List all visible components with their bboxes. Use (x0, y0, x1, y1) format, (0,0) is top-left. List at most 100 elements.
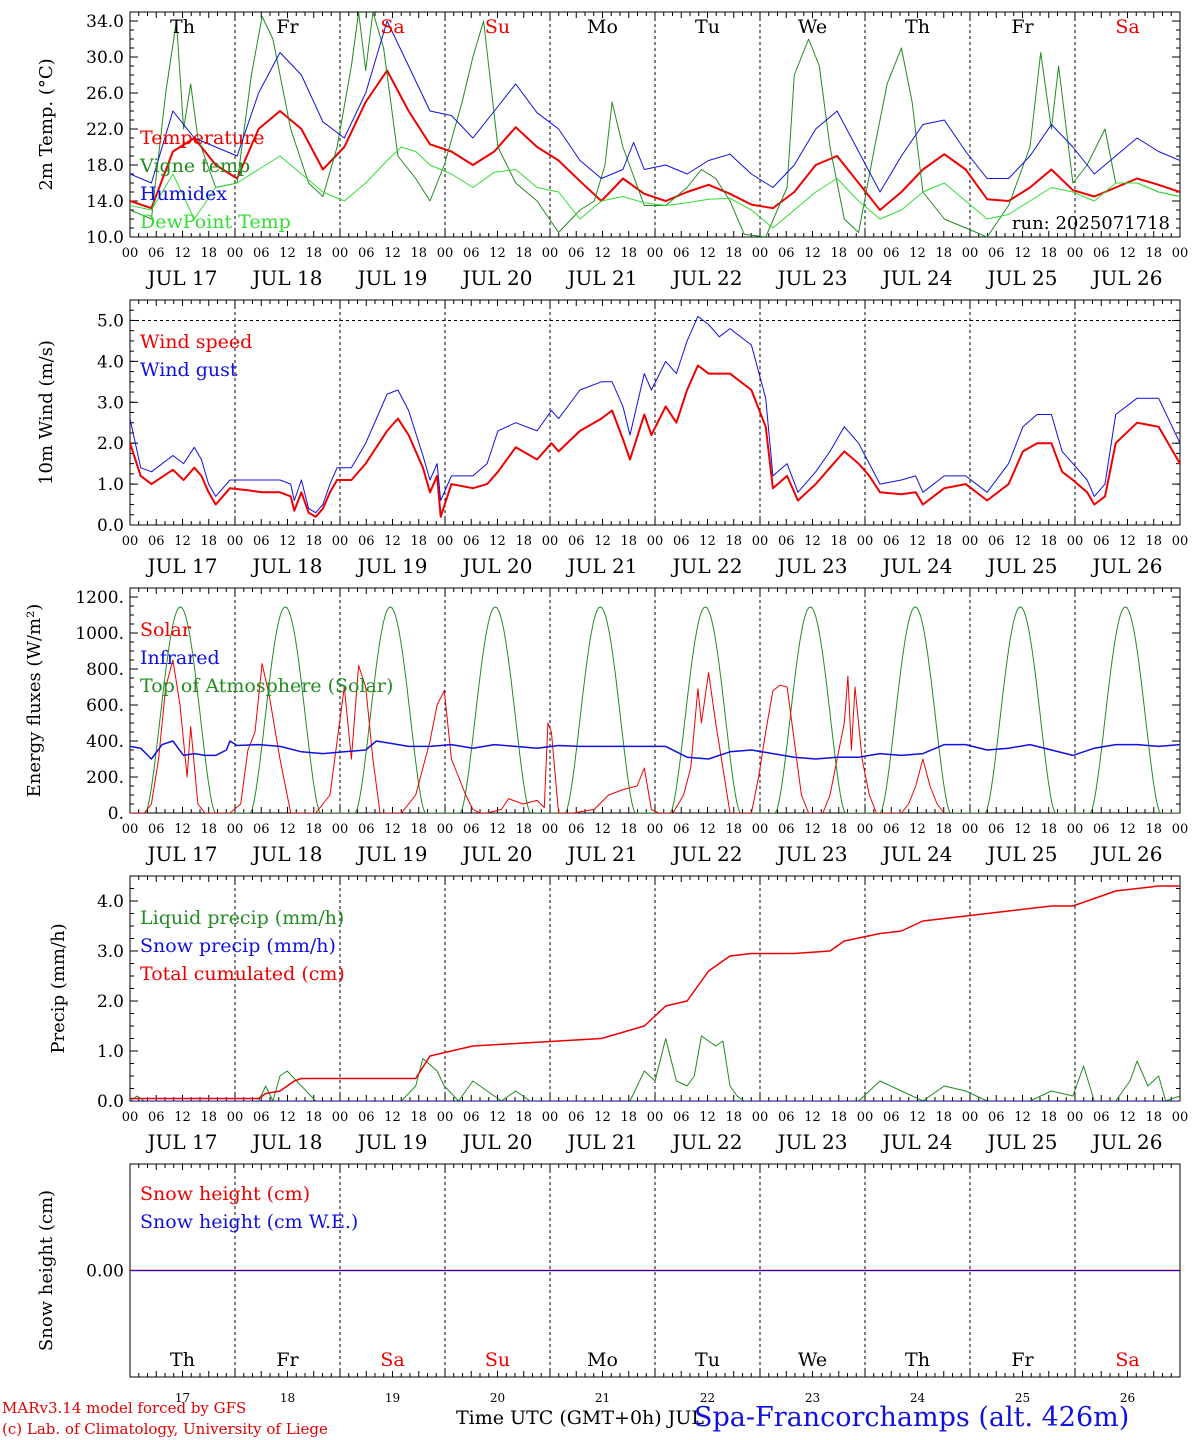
hour-label: 18 (305, 246, 322, 261)
hour-label: 06 (1093, 822, 1110, 837)
hour-label: 06 (568, 1110, 585, 1125)
hour-label: 06 (673, 822, 690, 837)
hour-label: 12 (594, 1110, 611, 1125)
plot-area (130, 12, 1180, 237)
hour-label: 06 (883, 534, 900, 549)
y-tick-label: 18.0 (86, 156, 124, 176)
plot-frame (129, 587, 1181, 814)
panel-5: 0.00 Snow height (cm) Snow height (cm) Snow… (36, 1163, 1181, 1405)
hour-label: 00 (542, 822, 559, 837)
weekday-label: We (798, 1349, 827, 1371)
weekday-label: Sa (380, 16, 404, 38)
hour-label: 18 (620, 822, 637, 837)
run-label: run: 2025071718 (1012, 213, 1170, 234)
y-tick-label: 4.0 (97, 892, 124, 912)
hour-label: 18 (725, 534, 742, 549)
date-label: JUL 17 (146, 1130, 218, 1154)
hour-label: 00 (752, 822, 769, 837)
hour-label: 18 (620, 246, 637, 261)
hour-label: 00 (332, 534, 349, 549)
legend-entry: Humidex (140, 183, 227, 205)
y-tick-label: 3.0 (97, 393, 124, 413)
hour-label: 06 (148, 246, 165, 261)
hour-label: 00 (542, 246, 559, 261)
date-label: JUL 21 (566, 842, 638, 866)
y-tick-label: 1.0 (97, 475, 124, 495)
hour-label: 00 (122, 1110, 139, 1125)
hour-label: 12 (384, 246, 401, 261)
hour-label: 06 (253, 1110, 270, 1125)
date-label: JUL 23 (776, 554, 848, 578)
series-wind-speed (130, 364, 1180, 518)
series-wind-gust (130, 315, 1180, 514)
weekday-label: We (798, 16, 827, 38)
hour-label: 00 (542, 1110, 559, 1125)
hour-label: 00 (122, 534, 139, 549)
date-label: JUL 20 (461, 1130, 533, 1154)
y-tick-label: 1200. (75, 588, 124, 608)
date-label: JUL 20 (461, 266, 533, 290)
hour-label: 12 (594, 534, 611, 549)
hour-label: 12 (909, 534, 926, 549)
hour-label: 18 (410, 246, 427, 261)
legend-entry: Snow height (cm) (140, 1183, 310, 1205)
hour-label: 12 (279, 246, 296, 261)
hour-label: 18 (1040, 1110, 1057, 1125)
hour-label: 00 (542, 534, 559, 549)
hour-label: 18 (305, 534, 322, 549)
hour-label: 00 (227, 1110, 244, 1125)
hour-label: 18 (305, 1110, 322, 1125)
hour-label: 06 (883, 246, 900, 261)
hour-label: 06 (883, 1110, 900, 1125)
hour-label: 06 (358, 534, 375, 549)
toa-solar-line (865, 606, 970, 813)
hour-label: 12 (279, 534, 296, 549)
hour-label: 00 (857, 1110, 874, 1125)
y-tick-label: 3.0 (97, 942, 124, 962)
legend-entry: Wind speed (140, 331, 252, 353)
y-axis-label: Precip (mm/h) (48, 923, 69, 1053)
day-number-label: 24 (910, 1391, 926, 1405)
hour-label: 00 (122, 822, 139, 837)
weekday-label: Su (485, 1349, 510, 1371)
y-tick-label: 10.0 (86, 228, 124, 248)
date-label: JUL 23 (776, 842, 848, 866)
legend-entry: DewPoint Temp (140, 211, 291, 233)
y-tick-label: 1000. (75, 624, 124, 644)
hour-label: 12 (1014, 534, 1031, 549)
hour-label: 18 (620, 1110, 637, 1125)
day-number-label: 18 (280, 1391, 295, 1405)
date-label: JUL 19 (356, 842, 428, 866)
hour-label: 00 (437, 246, 454, 261)
hour-label: 18 (935, 534, 952, 549)
legend-entry: Snow precip (mm/h) (140, 935, 336, 957)
hour-label: 06 (673, 1110, 690, 1125)
panel-3: 0. 200. 400. 600. 800. 1000. 1200. Energy fluxe… (24, 587, 1188, 866)
date-label: JUL 18 (251, 842, 323, 866)
hour-label: 18 (830, 1110, 847, 1125)
toa-solar-line (760, 606, 865, 813)
hour-label: 00 (752, 534, 769, 549)
hour-label: 18 (1040, 246, 1057, 261)
hour-label: 12 (489, 822, 506, 837)
hour-label: 18 (1145, 822, 1162, 837)
legend-entry: Liquid precip (mm/h) (140, 907, 344, 929)
hour-label: 06 (358, 246, 375, 261)
y-tick-label: 0.0 (97, 1092, 124, 1112)
y-tick-label: 1.0 (97, 1042, 124, 1062)
hour-label: 12 (594, 246, 611, 261)
date-label: JUL 25 (986, 554, 1058, 578)
hour-label: 06 (358, 1110, 375, 1125)
hour-label: 18 (515, 1110, 532, 1125)
weekday-label: Fr (1011, 1349, 1034, 1371)
hour-label: 06 (1093, 534, 1110, 549)
toa-solar-line (445, 606, 550, 813)
hour-label: 12 (699, 534, 716, 549)
hour-label: 18 (410, 534, 427, 549)
hour-label: 12 (489, 1110, 506, 1125)
date-label: JUL 26 (1091, 266, 1163, 290)
hour-label: 18 (200, 246, 217, 261)
hour-label: 00 (437, 1110, 454, 1125)
hour-label: 06 (358, 822, 375, 837)
hour-label: 00 (857, 822, 874, 837)
